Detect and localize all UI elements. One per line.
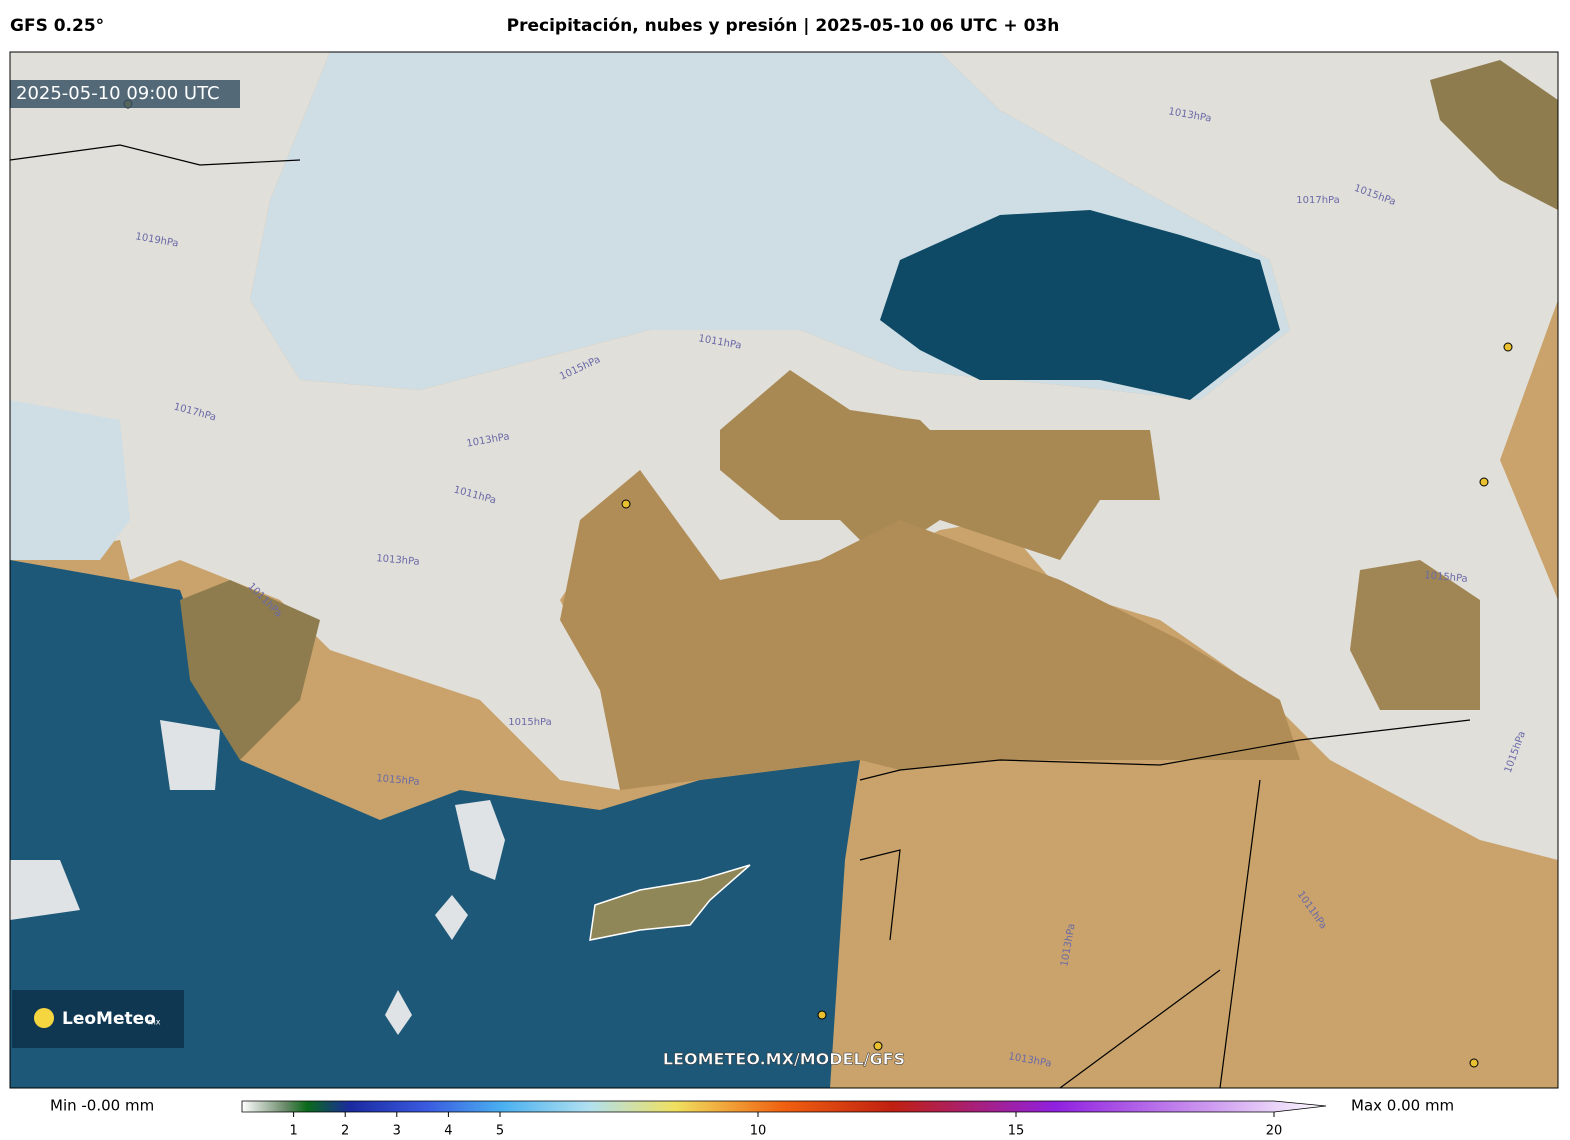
map-frame: [9, 51, 1559, 1089]
colorbar-tick-label: 1: [289, 1124, 297, 1139]
colorbar-ticks: 1 2 3 4 5 10 15 20: [289, 1112, 1282, 1139]
watermark: LEOMETEO.MX/MODEL/GFS: [663, 1050, 905, 1069]
colorbar-tick-label: 2: [341, 1124, 349, 1139]
model-label: GFS 0.25°: [10, 16, 104, 36]
timestamp: 2025-05-10 09:00 UTC: [16, 83, 220, 104]
city: [1469, 1058, 1479, 1068]
colorbar-tick-label: 15: [1008, 1124, 1025, 1139]
timestamp-box: [10, 80, 240, 108]
colorbar-tick-label: 10: [750, 1124, 767, 1139]
city: [817, 1010, 827, 1020]
title: Precipitación, nubes y presión | 2025-05…: [507, 16, 1060, 36]
city: [621, 499, 631, 509]
clear-land: [1350, 560, 1480, 710]
cloud-patch: [385, 990, 412, 1035]
cloud-gap: [880, 210, 1280, 400]
isobar-label: 1017hPa: [1296, 195, 1340, 206]
colorbar-tick-label: 20: [1266, 1124, 1283, 1139]
aegean-cloud: [10, 400, 130, 560]
isobar-label: 1015hPa: [1424, 570, 1468, 585]
border: [1059, 969, 1221, 1088]
city: [873, 1041, 883, 1051]
border: [1219, 779, 1261, 1088]
cyprus: [589, 864, 751, 941]
logo: LeoMeteo: [62, 1009, 156, 1029]
cloud-patch: [455, 800, 505, 880]
isobar-label: 1015hPa: [376, 773, 420, 788]
border: [859, 849, 901, 941]
isobar-label: 1015hPa: [508, 717, 552, 728]
colorbar: [241, 1100, 1327, 1113]
colorbar-min: Min -0.00 mm: [50, 1097, 154, 1115]
isobar-label: 1013hPa: [376, 553, 420, 568]
cloud-patch: [10, 860, 80, 920]
logo-suffix: mx: [148, 1018, 161, 1027]
clear-land: [560, 470, 1300, 790]
clear-land: [180, 580, 320, 760]
colorbar-tick-label: 3: [393, 1124, 401, 1139]
clear-land: [1430, 60, 1558, 210]
city: [1479, 477, 1489, 487]
cloud-patch: [435, 895, 468, 940]
colorbar-max: Max 0.00 mm: [1351, 1097, 1454, 1115]
colorbar-tick-label: 4: [444, 1124, 452, 1139]
border: [859, 719, 1471, 781]
city: [1503, 342, 1513, 352]
cloud-patch: [160, 720, 220, 790]
colorbar-tick-label: 5: [496, 1124, 504, 1139]
map: 1013hPa1015hPa1017hPa1019hPa1011hPa1015h…: [10, 52, 1558, 1088]
border: [10, 144, 301, 166]
logo-sun: [34, 1008, 54, 1028]
clear-land: [720, 370, 1160, 560]
sea: [10, 560, 860, 1088]
